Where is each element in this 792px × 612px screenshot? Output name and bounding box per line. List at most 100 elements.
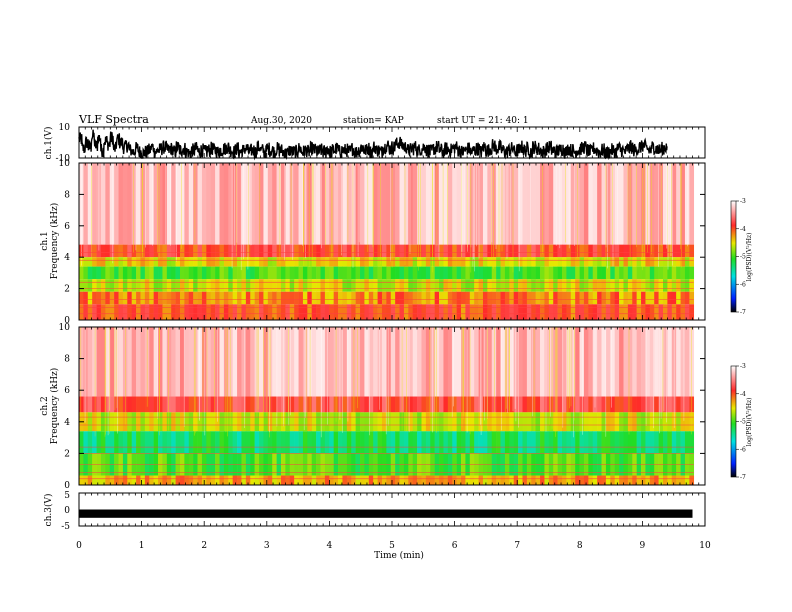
spectrogram-cell xyxy=(680,163,686,245)
spectrogram-cell xyxy=(526,279,532,292)
spectrogram-cell xyxy=(588,475,594,485)
spectrogram-cell xyxy=(654,279,659,292)
spectrogram-cell xyxy=(381,431,387,454)
spectrogram-cell xyxy=(149,291,154,305)
spectrogram-cell xyxy=(136,431,141,454)
colorbar-tick-label: -6 xyxy=(740,446,746,453)
spectrogram-cell xyxy=(346,475,352,485)
spectrogram-cell xyxy=(434,244,440,258)
spectrogram-cell xyxy=(219,257,225,267)
spectrogram-cell xyxy=(232,431,238,454)
spectrogram-cell xyxy=(535,396,541,413)
spectrogram-cell xyxy=(171,291,176,305)
spectrogram-cell xyxy=(447,163,453,245)
spectrogram-cell xyxy=(162,163,168,245)
spectrogram-cell xyxy=(526,244,532,258)
spectrogram-cell xyxy=(263,279,269,292)
spectrogram-cell xyxy=(298,304,304,320)
spectrogram-cell xyxy=(641,412,646,432)
spectrogram-cell xyxy=(513,475,519,485)
spectrogram-cell xyxy=(206,475,212,485)
spectrogram-cell xyxy=(443,266,449,280)
spectrogram-cell xyxy=(412,475,418,485)
spectrogram-cell xyxy=(588,257,594,267)
spectrogram-cell xyxy=(179,266,185,280)
spectrogram-cell xyxy=(237,244,242,258)
spectrogram-cell xyxy=(360,291,365,305)
spectrogram-cell xyxy=(131,396,137,413)
spectrogram-cell xyxy=(276,163,282,245)
spectrogram-cell xyxy=(184,266,190,280)
spectrogram-cell xyxy=(465,279,471,292)
spectrogram-cell xyxy=(509,475,514,485)
spectrogram-cell xyxy=(417,327,422,397)
spectrogram-cell xyxy=(465,327,471,397)
spectrogram-cell xyxy=(509,304,514,320)
spectrogram-cell xyxy=(320,291,326,305)
spectrogram-cell xyxy=(166,244,172,258)
spectrogram-cell xyxy=(509,266,514,280)
spectrogram-cell xyxy=(136,279,141,292)
ch3-ytick-bottom: -5 xyxy=(61,522,70,532)
spectrogram-cell xyxy=(417,431,422,454)
spectrogram-cell xyxy=(649,431,655,454)
spectrogram-cell xyxy=(105,257,111,267)
spectrogram-cell xyxy=(237,304,242,320)
spectrogram-cell xyxy=(351,304,356,320)
spectrogram-cell xyxy=(619,257,624,267)
spectrogram-cell xyxy=(324,163,330,245)
spectrogram-cell xyxy=(575,431,580,454)
spectrogram-cell xyxy=(184,279,190,292)
spectrogram-cell xyxy=(307,304,313,320)
spectrogram-cell xyxy=(223,163,229,245)
spectrogram-cell xyxy=(469,291,475,305)
spectrogram-cell xyxy=(557,257,563,267)
spectrogram-cell xyxy=(474,266,479,280)
spectrogram-cell xyxy=(245,412,251,432)
spectrogram-cell xyxy=(443,257,449,267)
ytick-label: 10 xyxy=(59,159,71,169)
spectrogram-cell xyxy=(671,431,677,454)
spectrogram-cell xyxy=(676,279,681,292)
spectrogram-cell xyxy=(465,304,471,320)
spectrogram-cell xyxy=(518,244,523,258)
spectrogram-cell xyxy=(399,266,405,280)
spectrogram-cell xyxy=(557,291,563,305)
spectrogram-cell xyxy=(285,327,291,397)
spectrogram-cell xyxy=(311,244,317,258)
spectrogram-cell xyxy=(254,163,260,245)
spectrogram-cell xyxy=(627,431,633,454)
spectrogram-cell xyxy=(412,244,418,258)
spectrogram-cell xyxy=(136,412,141,432)
spectrogram-cell xyxy=(346,257,352,267)
spectrogram-cell xyxy=(333,304,339,320)
spectrogram-cell xyxy=(83,327,89,397)
spectrogram-cell xyxy=(162,279,168,292)
spectrogram-cell xyxy=(597,257,602,267)
spectrogram-cell xyxy=(96,475,102,485)
spectrogram-cell xyxy=(83,412,89,432)
spectrogram-cell xyxy=(513,266,519,280)
spectrogram-cell xyxy=(254,291,260,305)
spectrogram-cell xyxy=(109,327,115,397)
spectrogram-cell xyxy=(491,412,497,432)
spectrogram-cell xyxy=(149,475,154,485)
spectrogram-cell xyxy=(395,327,400,397)
spectrogram-cell xyxy=(127,163,132,245)
spectrogram-cell xyxy=(346,266,352,280)
spectrogram-cell xyxy=(509,327,514,397)
spectrogram-cell xyxy=(245,279,251,292)
spectrogram-cell xyxy=(122,244,128,258)
spectrogram-cell xyxy=(557,396,563,413)
spectrogram-cell xyxy=(245,475,251,485)
spectrogram-cell xyxy=(535,327,541,397)
spectrogram-cell xyxy=(320,431,326,454)
ch3-ytick-top: 5 xyxy=(64,491,70,501)
spectrogram-cell xyxy=(465,396,471,413)
spectrogram-cell xyxy=(83,431,89,454)
spectrogram-cell xyxy=(610,279,615,292)
spectrogram-cell xyxy=(504,257,510,267)
spectrogram-cell xyxy=(452,412,457,432)
spectrogram-cell xyxy=(540,396,545,413)
spectrogram-cell xyxy=(636,279,642,292)
